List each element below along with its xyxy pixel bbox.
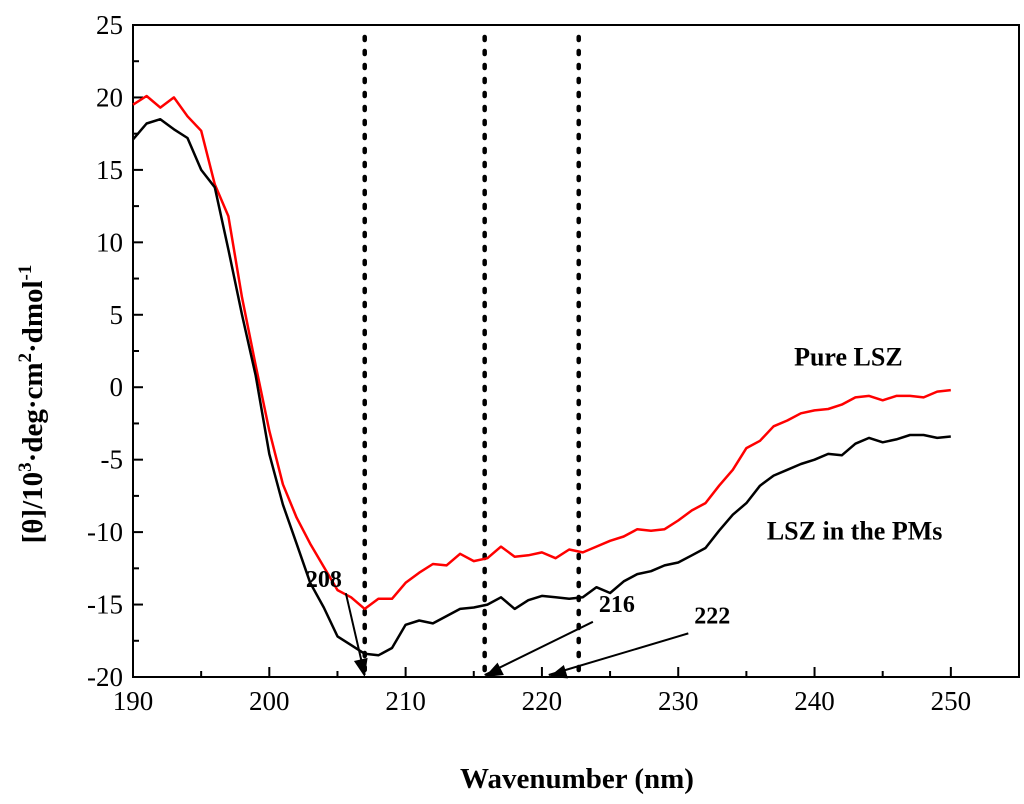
series-layer xyxy=(132,94,951,657)
y-tick-label: -15 xyxy=(87,590,123,620)
y-axis-title-exp3: -1 xyxy=(15,265,36,281)
y-tick-label: 10 xyxy=(96,227,123,257)
x-tick-label: 200 xyxy=(249,686,290,716)
y-tick-label: 15 xyxy=(96,155,123,185)
annotation-arrowhead xyxy=(484,662,504,677)
y-axis-title-mid: ·deg·cm xyxy=(17,362,49,462)
y-axis-title-exp2: 2 xyxy=(15,353,36,363)
vertical-reference-lines xyxy=(362,34,581,680)
annotation-arrowhead xyxy=(353,657,368,677)
y-tick-label: -5 xyxy=(101,445,124,475)
x-tick-label: 220 xyxy=(522,686,563,716)
annotation-label-208: 208 xyxy=(306,567,342,593)
series-line-lsz-in-the-pms xyxy=(132,117,951,657)
x-tick-label: 210 xyxy=(385,686,426,716)
x-tick-label: 250 xyxy=(931,686,972,716)
series-label-pure-lsz: Pure LSZ xyxy=(794,342,903,371)
series-label-lsz-in-the-pms: LSZ in the PMs xyxy=(767,516,943,545)
y-tick-label: 20 xyxy=(96,82,123,112)
x-tick-label: 190 xyxy=(113,686,154,716)
series-line-pure-lsz xyxy=(132,94,951,611)
y-tick-label: -20 xyxy=(87,662,123,692)
annotation-arrow-line xyxy=(548,632,689,676)
x-tick-label: 230 xyxy=(658,686,699,716)
annotations-layer: 208 216 222 Pure LSZ LSZ in the PMs xyxy=(306,342,943,679)
annotation-label-216: 216 xyxy=(599,592,635,618)
y-tick-label: 25 xyxy=(96,10,123,40)
y-axis-title: [θ]/103·deg·cm2·dmol-1 xyxy=(15,265,49,544)
annotation-label-222: 222 xyxy=(694,603,730,629)
y-tick-label: -10 xyxy=(87,517,123,547)
y-axis-title-main: [θ]/10 xyxy=(17,472,49,544)
y-axis-title-mid2: ·dmol xyxy=(17,280,49,353)
axes-layer: 190 200 210 220 230 240 250 -20 -15 -10 -5 0 5 10 15 20… xyxy=(87,10,1020,716)
y-axis-title-exp1: 3 xyxy=(15,462,36,472)
x-axis-title: Wavenumber (nm) xyxy=(460,763,694,795)
annotation-arrow-line xyxy=(484,620,594,676)
y-tick-label: 5 xyxy=(110,300,124,330)
annotation-arrowhead xyxy=(548,664,569,679)
y-tick-label: 0 xyxy=(110,372,124,402)
x-tick-label: 240 xyxy=(794,686,835,716)
